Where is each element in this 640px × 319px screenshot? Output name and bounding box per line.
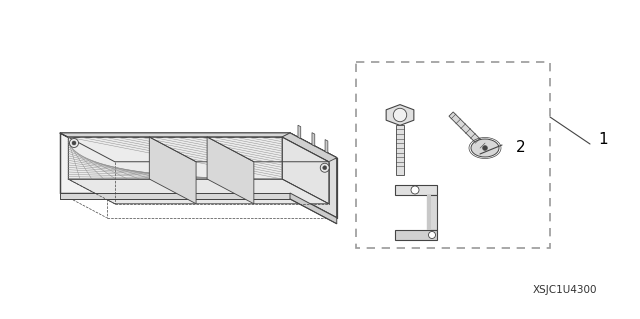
Bar — [356, 62, 550, 248]
Polygon shape — [282, 137, 329, 204]
Polygon shape — [60, 133, 115, 162]
Polygon shape — [395, 230, 437, 240]
Polygon shape — [290, 133, 337, 218]
Polygon shape — [207, 137, 254, 204]
Ellipse shape — [471, 139, 499, 157]
Circle shape — [393, 108, 407, 122]
Circle shape — [70, 138, 79, 147]
Circle shape — [72, 141, 76, 145]
Polygon shape — [396, 125, 404, 175]
Circle shape — [323, 166, 327, 170]
Text: 2: 2 — [516, 140, 525, 155]
Polygon shape — [60, 133, 290, 137]
Polygon shape — [282, 133, 337, 162]
Polygon shape — [449, 112, 487, 150]
Polygon shape — [68, 179, 329, 204]
Polygon shape — [312, 133, 315, 146]
Polygon shape — [427, 195, 431, 230]
Polygon shape — [395, 185, 437, 195]
Polygon shape — [298, 125, 301, 139]
Polygon shape — [68, 137, 282, 179]
Circle shape — [483, 145, 488, 151]
Polygon shape — [386, 105, 414, 125]
Circle shape — [320, 163, 329, 172]
Polygon shape — [427, 195, 437, 230]
Polygon shape — [68, 137, 282, 179]
Text: XSJC1U4300: XSJC1U4300 — [532, 285, 597, 295]
Polygon shape — [290, 193, 337, 224]
Polygon shape — [60, 133, 337, 158]
Text: 1: 1 — [598, 132, 607, 147]
Polygon shape — [60, 193, 290, 199]
Polygon shape — [325, 140, 328, 153]
Circle shape — [411, 186, 419, 194]
Circle shape — [429, 232, 435, 239]
Polygon shape — [149, 137, 196, 204]
Polygon shape — [60, 133, 290, 193]
